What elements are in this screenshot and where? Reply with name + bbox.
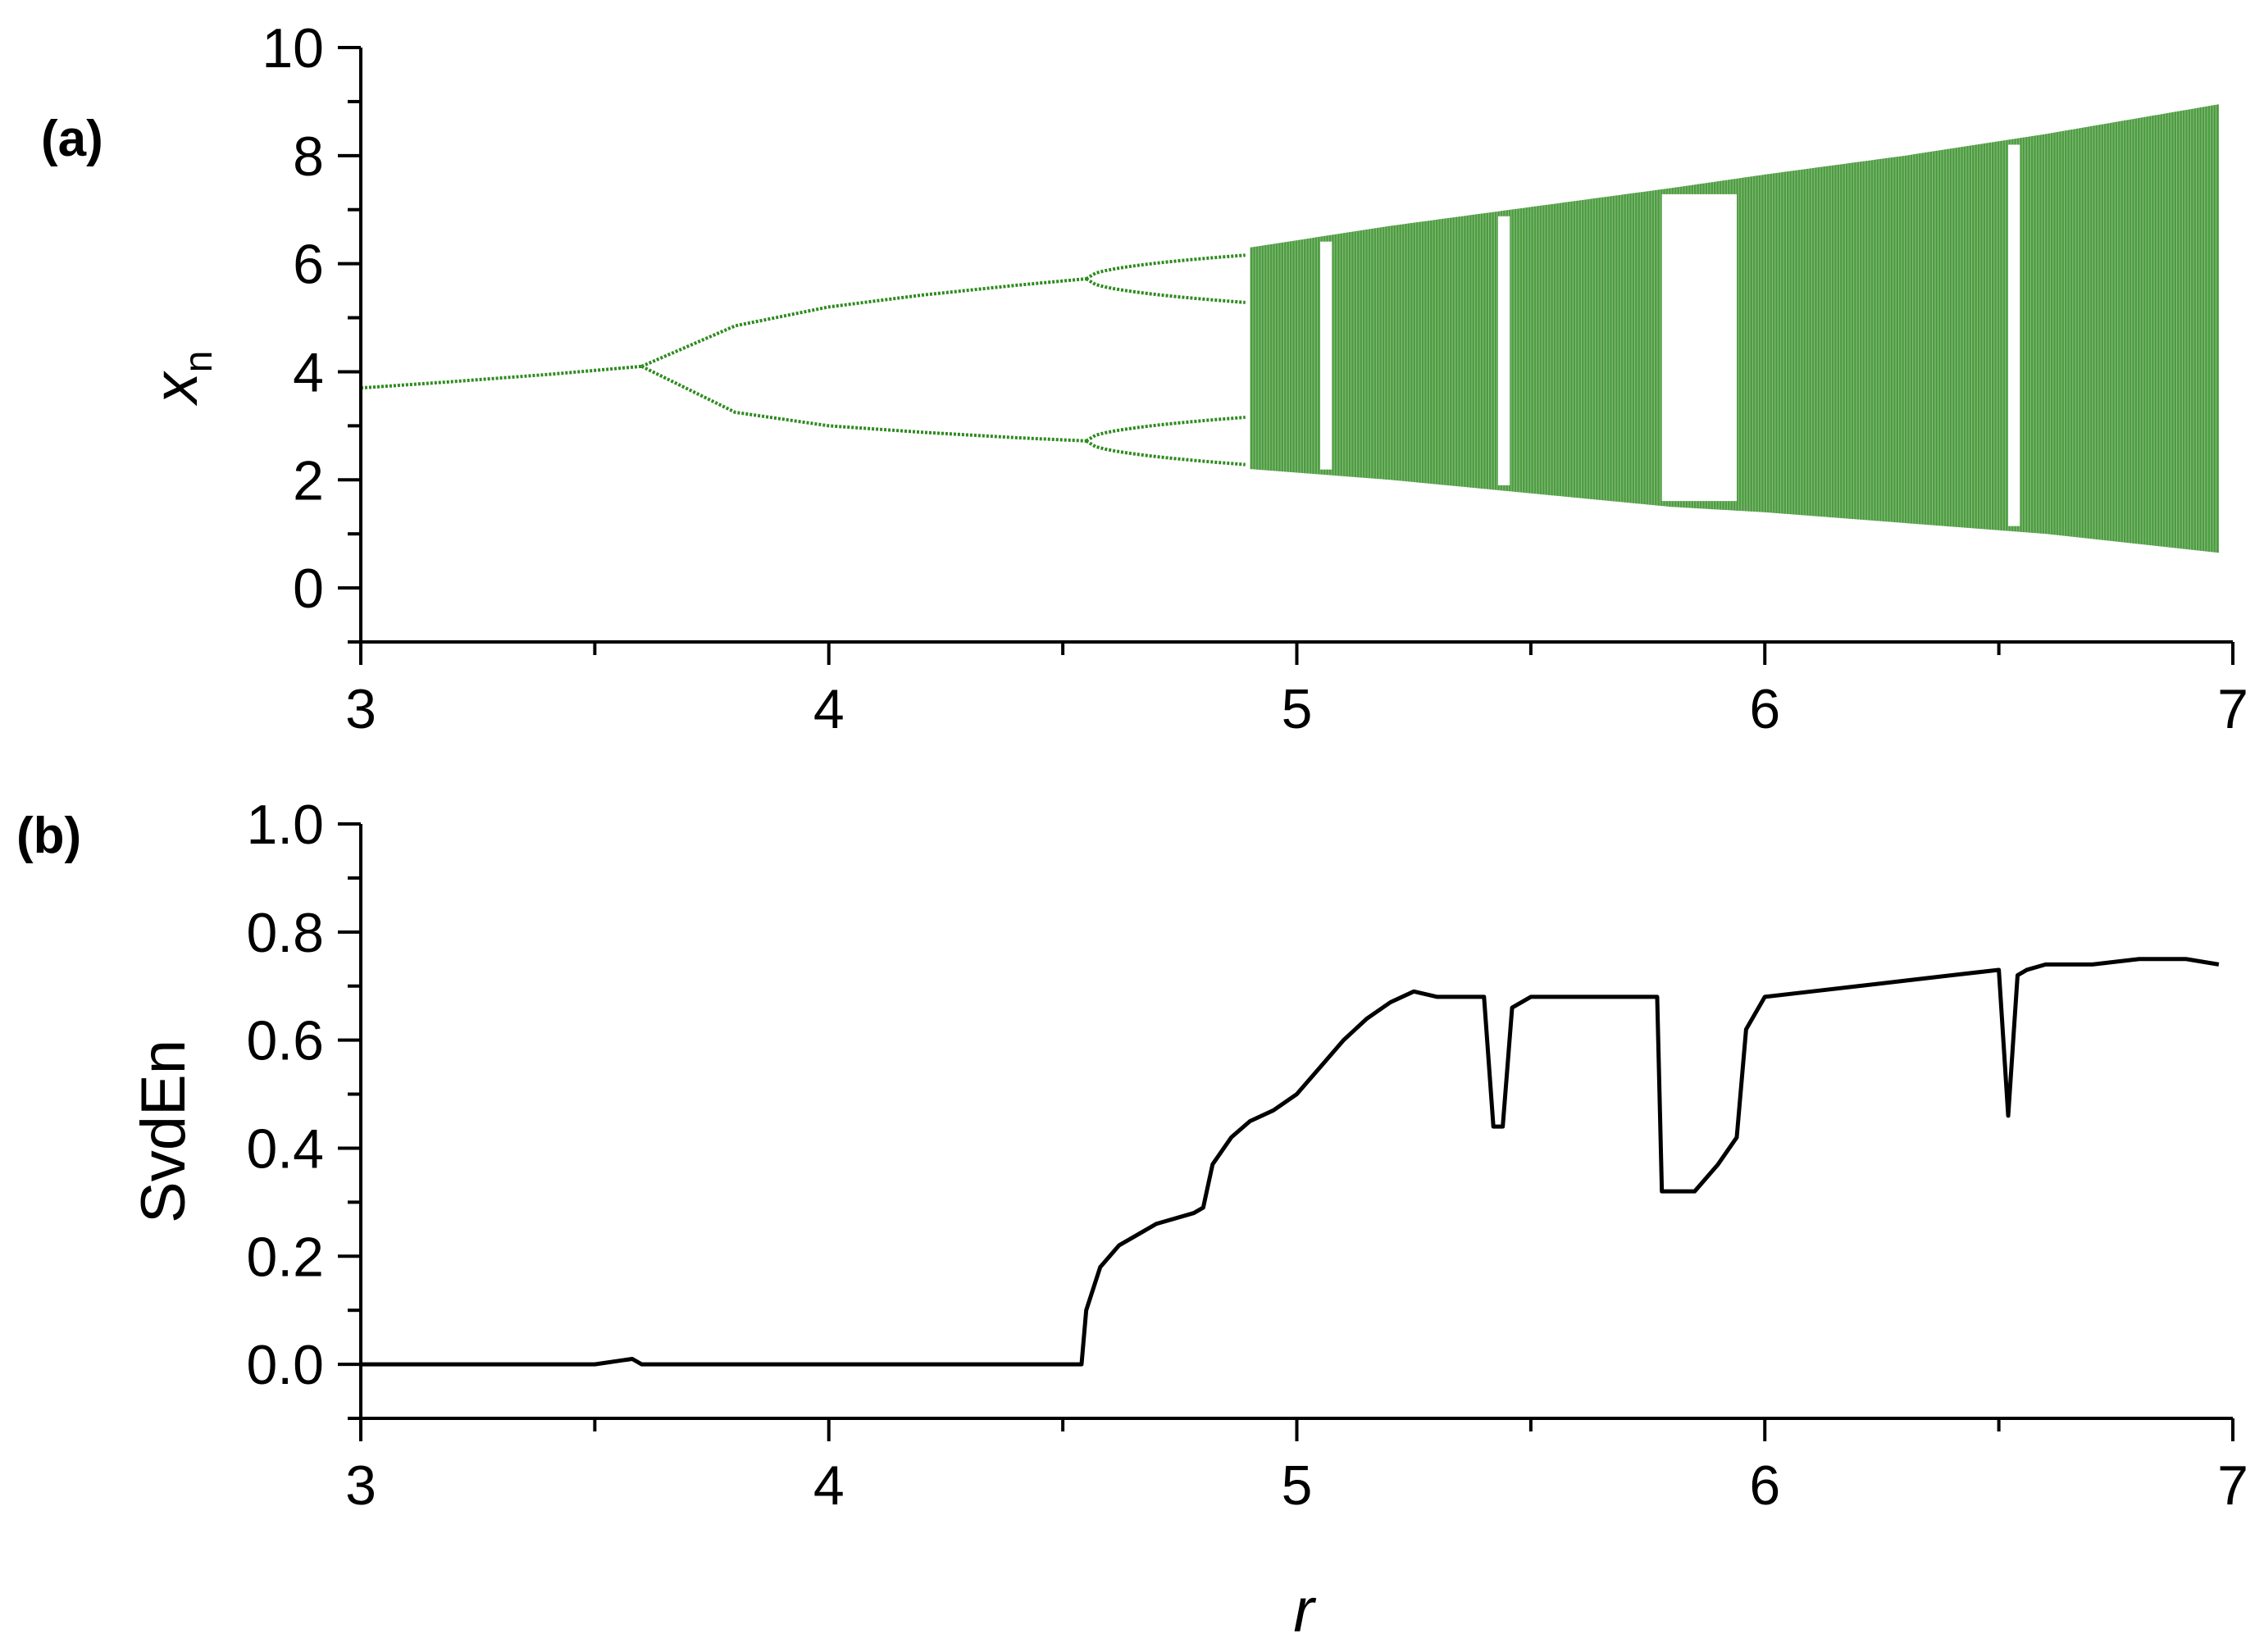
periodic-window	[2008, 144, 2020, 526]
panel-a-x-tick-label: 6	[1749, 678, 1780, 740]
panel-b-y-tick-label: 1.0	[246, 794, 324, 856]
panel-a: (a) 3 4 5 6 7 0 2 4 6 8 10 xn	[41, 17, 2248, 740]
panel-a-x-tick-label: 4	[813, 678, 845, 740]
panel-a-x-tick-label: 7	[2217, 678, 2248, 740]
panel-b-y-tick-label: 0.8	[246, 902, 324, 964]
period-4-branch	[1085, 277, 1246, 304]
periodic-window	[1320, 241, 1332, 470]
panel-b-y-tick-label: 0.0	[246, 1334, 324, 1396]
panel-b-plot	[361, 957, 2220, 1367]
panel-a-y-tick-label: 8	[293, 125, 324, 188]
panel-b-x-tick-label: 7	[2217, 1454, 2248, 1517]
panel-a-x-tick-label: 3	[345, 678, 376, 740]
panel-a-y-tick-label: 2	[293, 449, 324, 512]
panel-b-axes: 3 4 5 6 7 0.0 0.2 0.4 0.6 0.8 1.0	[246, 794, 2248, 1517]
panel-b-x-tick-label: 3	[345, 1454, 376, 1517]
panel-a-y-tick-label: 6	[293, 234, 324, 296]
panel-a-label: (a)	[41, 111, 103, 167]
panel-a-y-tick-label: 10	[262, 17, 324, 80]
period-4-branch	[1085, 439, 1246, 466]
panel-a-x-tick-label: 5	[1282, 678, 1313, 740]
bifurcation-branch	[640, 365, 1086, 443]
panel-b-ylabel: SvdEn	[129, 1040, 198, 1223]
panel-b-x-tick-label: 6	[1749, 1454, 1780, 1517]
bifurcation-branch	[640, 277, 1086, 368]
panel-b: (b) 3 4 5 6 7 0.0 0.2 0.4 0.6 0.8 1.0 SvdEn r	[16, 794, 2248, 1645]
panel-a-plot	[360, 104, 2219, 553]
panel-a-y-tick-label: 0	[293, 557, 324, 620]
panel-a-y-tick-label: 4	[293, 341, 324, 403]
panel-b-xlabel: r	[1293, 1576, 1316, 1645]
periodic-window	[1497, 216, 1510, 485]
svden-line	[361, 957, 2220, 1367]
period-4-branch	[1085, 253, 1246, 280]
panel-b-y-tick-label: 0.2	[246, 1226, 324, 1288]
panel-a-ylabel: xn	[141, 351, 221, 407]
panel-a-ylabel-main: x	[141, 370, 211, 407]
panel-a-ylabel-subscript: n	[177, 351, 221, 373]
panel-a-axes: 3 4 5 6 7 0 2 4 6 8 10	[262, 17, 2248, 740]
panel-b-y-tick-label: 0.6	[246, 1010, 324, 1072]
panel-b-x-tick-label: 5	[1282, 1454, 1313, 1517]
period-4-branch	[1085, 416, 1246, 443]
bifurcation-branch	[360, 364, 642, 390]
panel-b-y-tick-label: 0.4	[246, 1117, 324, 1180]
panel-b-x-tick-label: 4	[813, 1454, 845, 1517]
periodic-window	[1661, 193, 1738, 502]
panel-b-label: (b)	[16, 808, 81, 864]
